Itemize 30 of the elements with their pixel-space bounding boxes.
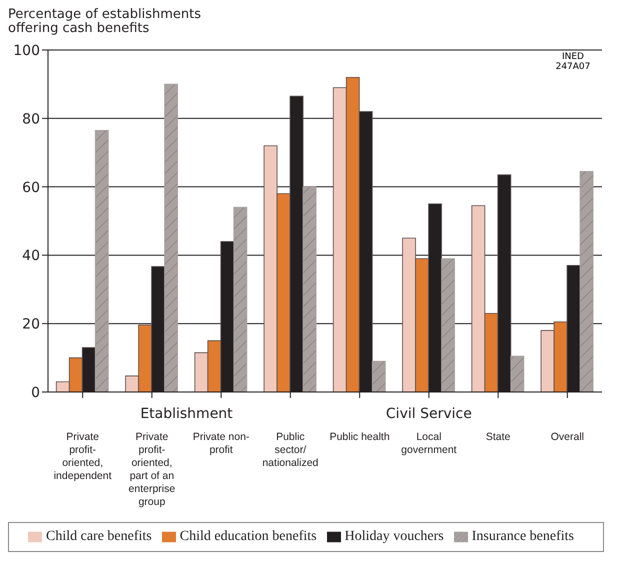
x-tick-label: Local government: [401, 431, 457, 456]
bar: [233, 206, 248, 392]
x-tick-label: Public sector/ nationalized: [262, 431, 319, 469]
legend-label: Child education benefits: [180, 529, 317, 544]
bar: [580, 171, 594, 392]
bar: [302, 186, 316, 392]
y-axis-title: Percentage of establishments offering cash benefits: [8, 7, 202, 36]
y-tick-label: 100: [13, 42, 40, 59]
y-tick-label: 80: [22, 111, 40, 128]
x-tick-label: Overall: [550, 431, 584, 443]
y-tick-label: 20: [22, 316, 40, 333]
y-tick-label: 60: [22, 180, 40, 196]
legend-label: Holiday vouchers: [344, 529, 444, 544]
x-tick-label: Private profit-oriented, part of an enterprise group: [128, 431, 176, 508]
y-tick-label: 0: [31, 384, 40, 401]
bar: [94, 130, 109, 392]
x-tick-label: Public health: [330, 431, 390, 443]
text: Etablishment: [140, 406, 234, 422]
bar: [164, 84, 178, 392]
legend-label: Child care benefits: [46, 529, 152, 544]
bar: [372, 360, 386, 392]
bar: [441, 258, 455, 392]
x-tick-label: State: [486, 431, 511, 443]
text: Civil Service: [386, 406, 472, 422]
legend-label: Insurance benefits: [472, 529, 574, 544]
bar: [510, 356, 524, 392]
y-tick-label: 40: [22, 248, 40, 264]
annotation: INED 247A07: [554, 52, 592, 72]
x-tick-label: Private non-profit: [192, 431, 250, 456]
x-tick-label: Private profit-oriented, independent: [54, 431, 112, 482]
